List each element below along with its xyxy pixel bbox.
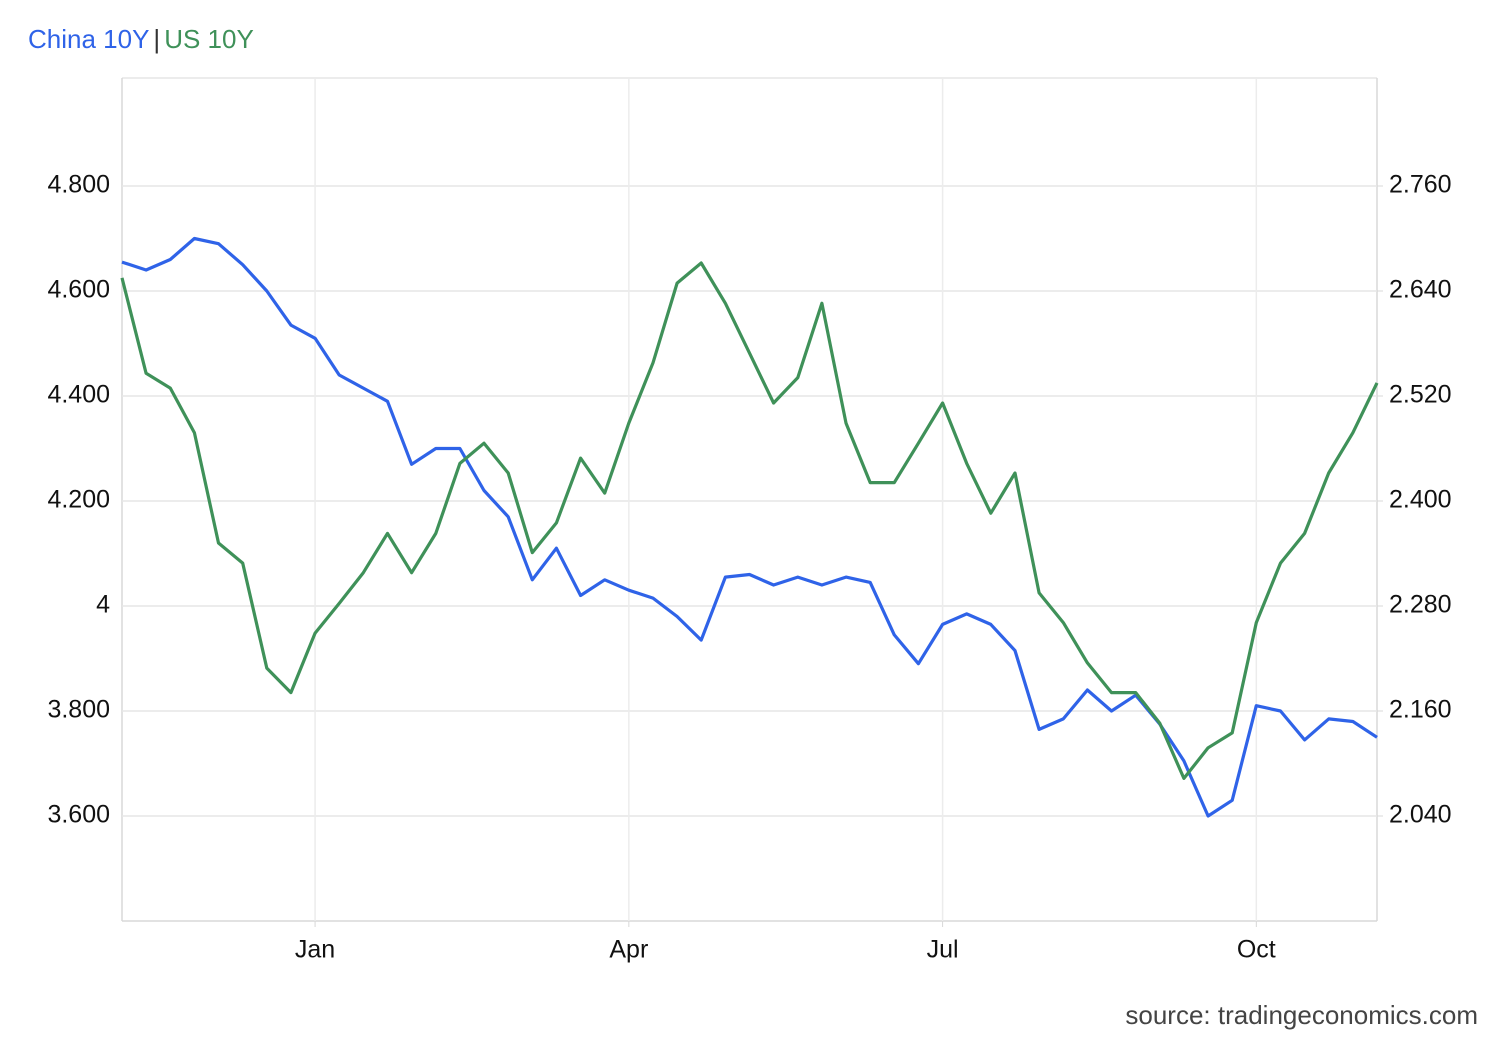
y-tick-label: 3.600 [47, 801, 110, 829]
legend-entry: China 10Y [28, 24, 150, 54]
y-tick-label: 4.800 [47, 171, 110, 199]
y-tick-label: 4.400 [47, 381, 110, 409]
legend-separator: | [153, 24, 161, 54]
x-tick-label: Jan [295, 936, 335, 964]
y2-tick-label: 2.520 [1389, 381, 1452, 409]
x-tick-label: Oct [1237, 936, 1276, 964]
y2-tick-label: 2.760 [1389, 171, 1452, 199]
legend-entry: US 10Y [164, 24, 254, 54]
legend: China 10Y | US 10Y [28, 24, 258, 55]
y2-tick-label: 2.040 [1389, 801, 1452, 829]
x-tick-label: Jul [927, 936, 959, 964]
y2-tick-label: 2.640 [1389, 276, 1452, 304]
y2-tick-label: 2.160 [1389, 696, 1452, 724]
y-tick-label: 4 [96, 591, 110, 619]
y-tick-label: 4.200 [47, 486, 110, 514]
y-tick-label: 3.800 [47, 696, 110, 724]
y2-tick-label: 2.400 [1389, 486, 1452, 514]
x-tick-label: Apr [609, 936, 648, 964]
series-line [121, 236, 1378, 818]
y2-tick-label: 2.280 [1389, 591, 1452, 619]
source-note: source: tradingeconomics.com [1125, 1000, 1478, 1030]
y-tick-label: 4.600 [47, 276, 110, 304]
series-line [120, 261, 1379, 780]
